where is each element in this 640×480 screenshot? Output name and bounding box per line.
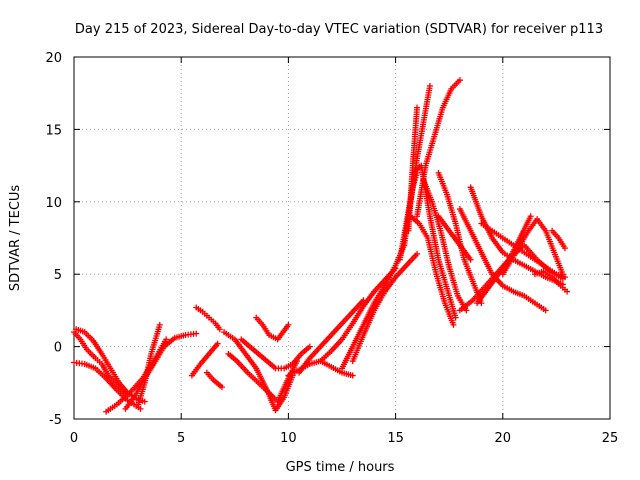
data-point (218, 384, 225, 391)
data-point (156, 321, 163, 328)
plot-frame (73, 56, 611, 420)
data-point (306, 343, 313, 350)
data-point (216, 326, 223, 333)
y-tick-label: 20 (45, 51, 62, 66)
data-point (163, 336, 170, 343)
data-series (407, 213, 457, 328)
data-point (193, 330, 200, 337)
data-point (452, 314, 459, 321)
data-point (542, 307, 549, 314)
data-series (296, 297, 367, 376)
axis-ticks: 0 5 10 15 20 25 -5 0 5 10 15 20 (45, 51, 618, 446)
data-point (285, 321, 292, 328)
data-points (71, 77, 571, 415)
y-axis-label: SDTVAR / TECUs (8, 185, 23, 292)
data-point (450, 321, 457, 328)
data-point (349, 372, 356, 379)
y-tick-label: 5 (54, 268, 62, 283)
data-series (339, 242, 408, 372)
x-axis-label: GPS time / hours (286, 460, 395, 475)
data-point (463, 307, 470, 314)
x-tick-label: 5 (177, 431, 185, 446)
data-point (214, 340, 221, 347)
data-point (414, 104, 421, 111)
data-point (141, 398, 148, 405)
y-tick-label: -5 (49, 413, 62, 428)
x-tick-label: 0 (70, 431, 78, 446)
data-point (561, 245, 568, 252)
data-series (349, 250, 421, 365)
data-series (499, 216, 566, 278)
data-series (238, 336, 313, 372)
data-point (527, 213, 534, 220)
data-series (188, 340, 221, 379)
x-tick-label: 20 (495, 431, 512, 446)
data-series (122, 330, 200, 412)
chart-title: Day 215 of 2023, Sidereal Day-to-day VTE… (75, 22, 603, 37)
data-series (71, 359, 144, 412)
data-series (193, 304, 223, 333)
y-tick-label: 10 (45, 196, 62, 211)
x-tick-label: 10 (280, 431, 297, 446)
data-series (135, 321, 163, 408)
data-point (414, 250, 421, 257)
data-series (409, 162, 459, 321)
data-series (456, 206, 549, 314)
data-series (549, 227, 568, 252)
data-point (456, 77, 463, 84)
data-point (559, 271, 566, 278)
y-tick-label: 15 (45, 123, 62, 138)
y-tick-label: 0 (54, 341, 62, 356)
data-series (203, 369, 225, 391)
data-series (253, 314, 292, 343)
data-series (414, 77, 463, 220)
data-point (564, 288, 571, 295)
data-point (137, 405, 144, 412)
data-series (435, 213, 474, 263)
x-tick-label: 15 (387, 431, 404, 446)
x-tick-label: 25 (602, 431, 619, 446)
data-series (531, 268, 571, 295)
data-point (426, 82, 433, 89)
data-point (467, 256, 474, 263)
